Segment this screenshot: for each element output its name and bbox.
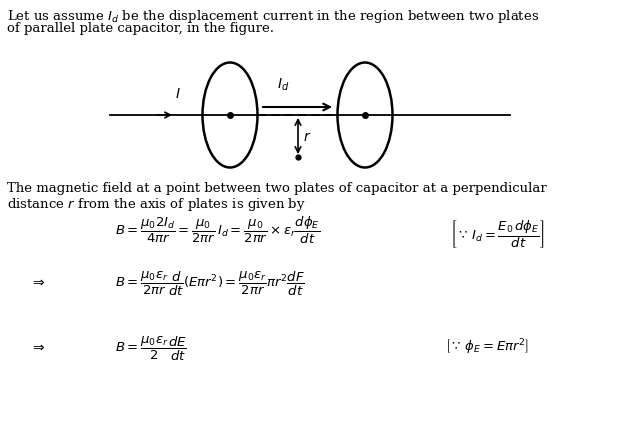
- Text: $r$: $r$: [303, 130, 311, 144]
- Text: The magnetic field at a point between two plates of capacitor at a perpendicular: The magnetic field at a point between tw…: [7, 182, 547, 195]
- Text: $I_d$: $I_d$: [277, 77, 289, 93]
- Text: $\Rightarrow$: $\Rightarrow$: [30, 340, 46, 354]
- Text: $\left[\because\, I_d = \dfrac{E_0\,d\phi_E}{dt}\right]$: $\left[\because\, I_d = \dfrac{E_0\,d\ph…: [450, 218, 545, 250]
- Text: $B = \dfrac{\mu_0\varepsilon_r}{2\pi r}\dfrac{d}{dt}(E\pi r^2) = \dfrac{\mu_0\va: $B = \dfrac{\mu_0\varepsilon_r}{2\pi r}\…: [115, 270, 305, 298]
- Text: $B = \dfrac{\mu_0 2I_d}{4\pi r} = \dfrac{\mu_0}{2\pi r}\, I_d = \dfrac{\mu_0}{2\: $B = \dfrac{\mu_0 2I_d}{4\pi r} = \dfrac…: [115, 215, 320, 246]
- Text: of parallel plate capacitor, in the figure.: of parallel plate capacitor, in the figu…: [7, 22, 274, 35]
- Text: $I$: $I$: [175, 87, 181, 101]
- Text: $\Rightarrow$: $\Rightarrow$: [30, 275, 46, 289]
- Text: distance $r$ from the axis of plates is given by: distance $r$ from the axis of plates is …: [7, 196, 306, 213]
- Text: $B = \dfrac{\mu_0\varepsilon_r}{2}\dfrac{dE}{dt}$: $B = \dfrac{\mu_0\varepsilon_r}{2}\dfrac…: [115, 335, 187, 363]
- Text: $\left[\because\, \phi_E = E\pi r^2\right]$: $\left[\because\, \phi_E = E\pi r^2\righ…: [445, 337, 529, 357]
- Text: Let us assume $I_d$ be the displacement current in the region between two plates: Let us assume $I_d$ be the displacement …: [7, 8, 540, 25]
